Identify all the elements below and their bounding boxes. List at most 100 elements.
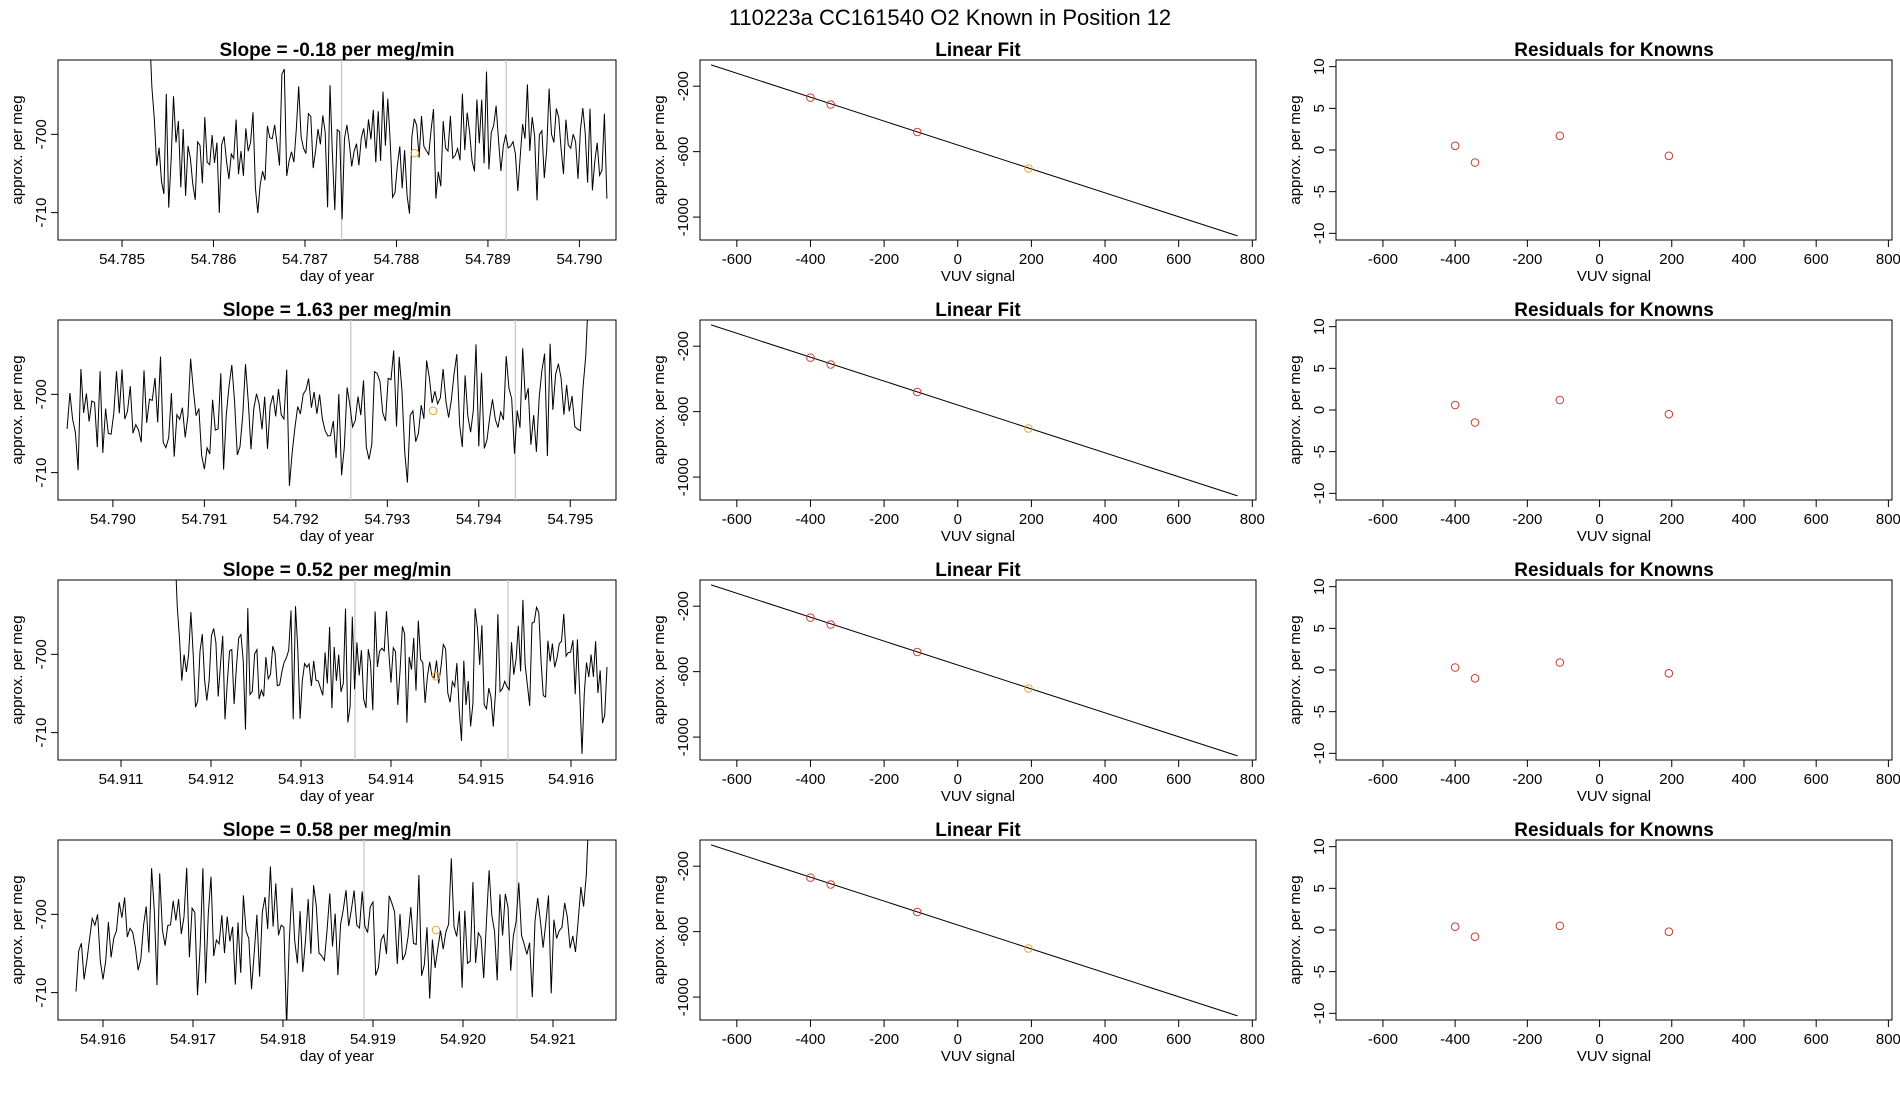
panel-title: Residuals for Knowns [1514,40,1714,61]
x-tick-label: 800 [1876,771,1900,788]
x-axis-label: day of year [300,268,374,285]
y-tick-label: -5 [1311,965,1328,978]
sample-point-marker [1024,424,1033,433]
y-tick-label: 10 [1311,578,1328,595]
x-tick-label: 800 [1876,251,1900,268]
y-axis-label: approx. per meg [651,615,668,724]
residuals-panel-3: Residuals for Knowns -600 -400 -200 0 200 400 6… [1287,560,1900,805]
x-tick-label: 0 [954,511,962,528]
sample-point-marker [410,148,420,158]
y-tick-label: 10 [1311,838,1328,855]
known-point-marker [806,353,815,362]
residual-point-marker [1470,932,1480,941]
residual-point-marker [1664,669,1674,678]
y-tick-label: 5 [1311,104,1328,112]
x-tick-label: 54.795 [547,511,593,528]
residual-point-marker [1450,400,1460,410]
x-tick-label: -400 [795,511,825,528]
residual-point-marker [1664,151,1674,161]
plot-frame [699,319,1257,501]
x-tick-label: 0 [1595,1031,1603,1048]
x-tick-label: 400 [1731,251,1756,268]
residual-point-marker [1450,663,1460,672]
residual-point-marker [1555,131,1565,141]
plot-area [66,320,588,500]
y-tick-label: -600 [675,657,692,687]
panel-title: Linear Fit [935,560,1021,581]
x-tick-label: -600 [1368,771,1398,788]
fit-line [710,324,1238,497]
known-point-marker [826,620,836,629]
y-tick-label: -200 [675,591,692,621]
known-point-marker [912,127,922,137]
known-point-marker [912,387,922,397]
plot-area [75,840,589,1020]
x-tick-label: -600 [722,511,752,528]
x-tick-label: 54.921 [530,1031,576,1048]
x-tick-label: -200 [869,1031,899,1048]
y-axis-label: approx. per meg [1287,355,1304,464]
y-tick-label: -10 [1311,482,1328,504]
linear-fit-panel-2: Linear Fit -600 -400 -200 0 200 400 600 800 -1000… [651,300,1265,545]
x-axis-label: VUV signal [941,788,1015,805]
linear-fit-panel-4: Linear Fit -600 -400 -200 0 200 400 600 800 -1000… [651,820,1265,1065]
x-tick-label: -200 [1512,1031,1542,1048]
x-tick-label: 600 [1804,511,1829,528]
y-tick-label: -1000 [675,198,692,236]
plot-frame [1335,59,1893,241]
x-tick-label: 600 [1804,771,1829,788]
x-tick-label: -200 [869,511,899,528]
sample-point-marker [431,925,441,935]
x-tick-label: 54.791 [181,511,227,528]
plot-frame [699,839,1257,1021]
known-point-marker [912,907,922,917]
known-point-marker [912,647,922,657]
residuals-panel-2: Residuals for Knowns -600 -400 -200 0 200 400 6… [1287,300,1900,545]
y-tick-label: -710 [33,198,50,228]
y-tick-label: -5 [1311,445,1328,458]
x-tick-label: 600 [1166,511,1191,528]
y-tick-label: -200 [675,71,692,101]
x-tick-label: 400 [1093,251,1118,268]
x-axis-label: VUV signal [941,528,1015,545]
plot-frame [1335,319,1893,501]
x-tick-label: -600 [722,1031,752,1048]
sample-point-marker [428,406,438,416]
x-tick-label: 54.912 [188,771,234,788]
y-tick-label: -5 [1311,705,1328,718]
x-tick-label: -600 [1368,511,1398,528]
plot-frame [57,319,617,501]
x-tick-label: 54.916 [80,1031,126,1048]
known-point-marker [806,93,815,102]
x-tick-label: 800 [1240,771,1265,788]
y-tick-label: -700 [33,899,50,929]
known-point-marker [826,360,836,369]
y-axis-label: approx. per meg [9,355,26,464]
timeseries-panel-4: Slope = 0.58 per meg/min 54.916 54.917 54.9… [9,820,617,1065]
page-title: 110223a CC161540 O2 Known in Position 12 [729,5,1171,30]
plot-area [175,580,608,760]
x-axis-label: VUV signal [1577,268,1651,285]
x-tick-label: 800 [1876,511,1900,528]
y-tick-label: -200 [675,851,692,881]
sample-point-marker [1024,684,1033,693]
panel-title: Residuals for Knowns [1514,560,1714,581]
y-tick-label: -1000 [675,718,692,756]
y-tick-label: -600 [675,397,692,427]
x-tick-label: 54.785 [99,251,145,268]
known-point-marker [806,613,815,622]
residuals-panel-4: Residuals for Knowns -600 -400 -200 0 200 400 6… [1287,820,1900,1065]
y-axis-label: approx. per meg [9,615,26,724]
x-tick-label: 54.914 [368,771,414,788]
y-tick-label: 0 [1311,406,1328,414]
x-tick-label: 54.913 [278,771,324,788]
x-tick-label: 54.794 [456,511,502,528]
x-tick-label: 0 [954,771,962,788]
x-tick-label: 54.790 [556,251,602,268]
known-point-marker [806,873,815,882]
y-tick-label: -5 [1311,185,1328,198]
y-tick-label: -1000 [675,978,692,1016]
y-tick-label: 0 [1311,146,1328,154]
residual-point-marker [1664,409,1674,419]
